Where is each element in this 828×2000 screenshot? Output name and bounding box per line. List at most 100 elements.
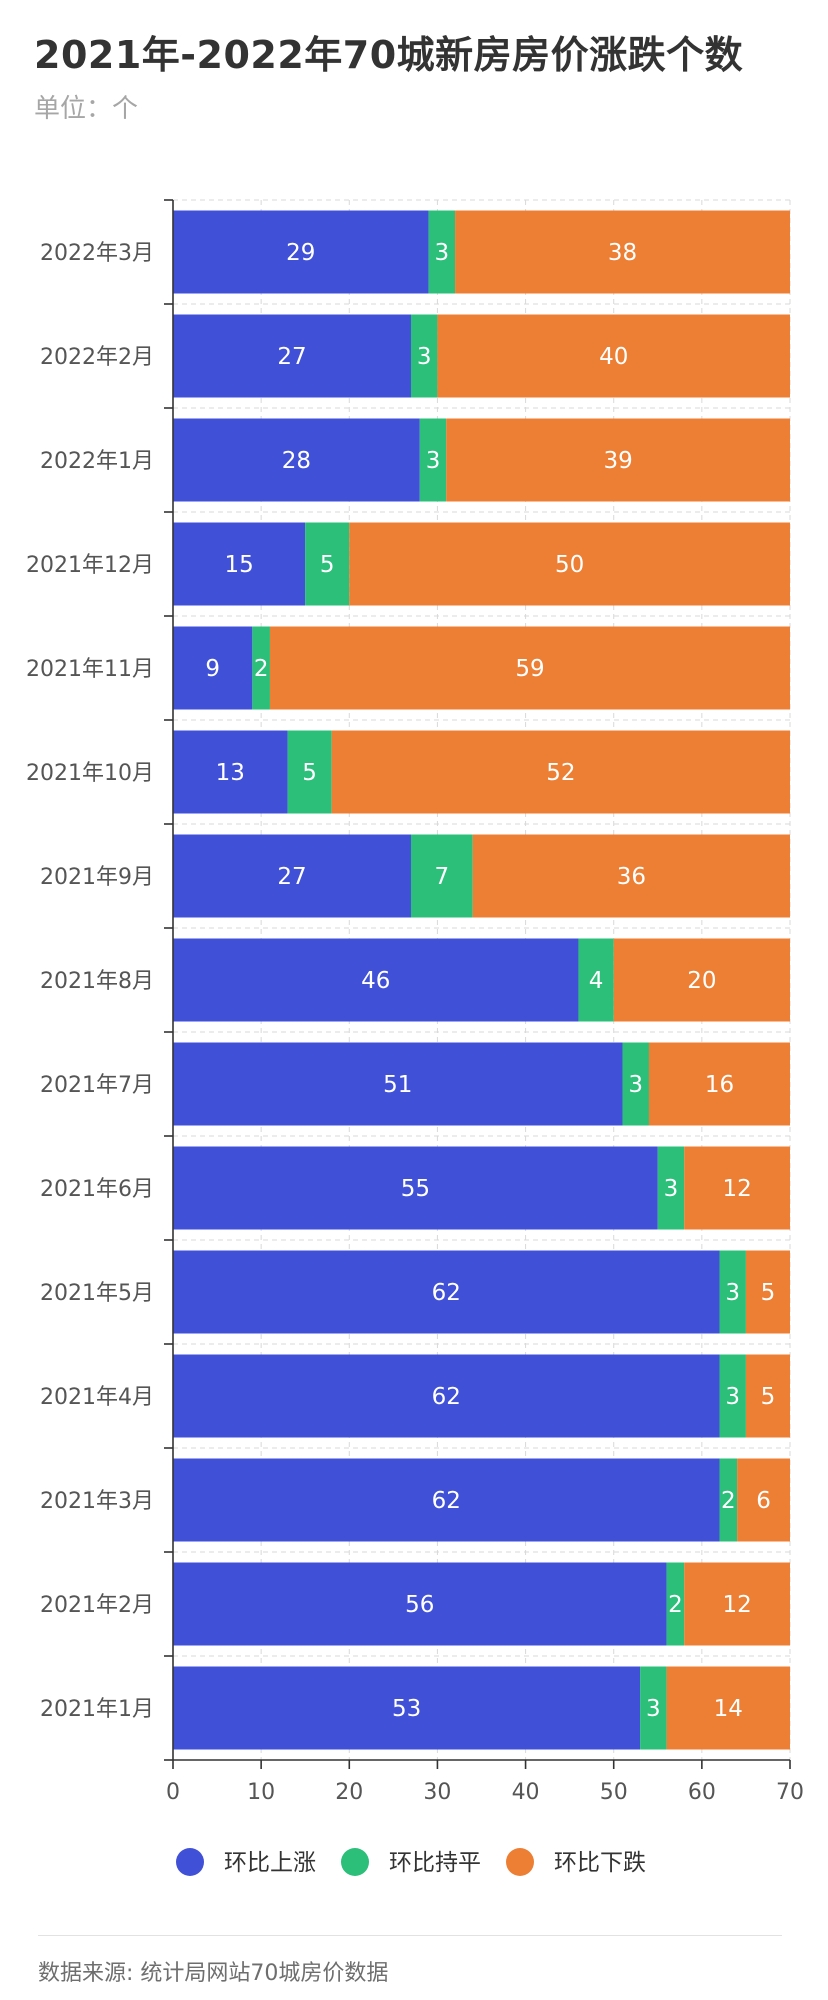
data-label: 15: [224, 552, 253, 578]
bar-rise: [173, 210, 429, 294]
data-label: 3: [646, 1696, 661, 1722]
bar-fall: [745, 1354, 790, 1438]
bar-flat: [578, 938, 614, 1022]
data-label: 50: [555, 552, 584, 578]
x-tick-label: 10: [247, 1780, 275, 1805]
bar-flat: [428, 210, 456, 294]
bar-rise: [173, 938, 579, 1022]
bar-flat: [640, 1666, 667, 1750]
bar-flat: [305, 522, 350, 606]
legend-marker: [341, 1848, 369, 1876]
data-label: 2: [254, 656, 269, 682]
data-label: 5: [761, 1280, 776, 1306]
y-tick-label: 2022年2月: [40, 345, 154, 370]
y-tick-label: 2021年12月: [26, 553, 154, 578]
y-tick-label: 2022年1月: [40, 449, 154, 474]
data-label: 12: [722, 1176, 751, 1202]
data-label: 20: [687, 968, 716, 994]
bar-flat: [719, 1250, 746, 1334]
bar-flat: [252, 626, 270, 710]
x-tick-label: 50: [600, 1780, 628, 1805]
bar-fall: [648, 1042, 790, 1126]
bar-flat: [622, 1042, 649, 1126]
x-tick-label: 30: [423, 1780, 451, 1805]
legend-label: 环比上涨: [224, 1850, 316, 1876]
data-label: 2: [668, 1592, 683, 1618]
x-tick-label: 70: [776, 1780, 804, 1805]
bar-flat: [287, 730, 332, 814]
data-label: 3: [426, 448, 441, 474]
bar-fall: [684, 1562, 790, 1646]
y-tick-label: 2022年3月: [40, 241, 154, 266]
data-label: 46: [361, 968, 390, 994]
legend-label: 环比下跌: [554, 1850, 646, 1876]
bar-fall: [684, 1146, 790, 1230]
bar-rise: [173, 1458, 720, 1542]
bar-fall: [472, 834, 790, 918]
data-label: 28: [282, 448, 311, 474]
data-label: 51: [383, 1072, 412, 1098]
bar-flat: [666, 1562, 685, 1646]
data-label: 3: [435, 240, 450, 266]
bar-rise: [173, 1666, 641, 1750]
data-label: 27: [277, 864, 306, 890]
data-label: 14: [714, 1696, 743, 1722]
y-tick-label: 2021年9月: [40, 865, 154, 890]
data-label: 59: [515, 656, 544, 682]
data-label: 16: [705, 1072, 734, 1098]
legend-marker: [506, 1848, 534, 1876]
bar-rise: [173, 1146, 658, 1230]
y-tick-label: 2021年6月: [40, 1177, 154, 1202]
bar-flat: [719, 1354, 746, 1438]
bar-fall: [331, 730, 790, 814]
bar-fall: [455, 210, 790, 294]
bar-rise: [173, 1250, 720, 1334]
bar-flat: [719, 1458, 738, 1542]
data-label: 40: [599, 344, 628, 370]
bar-fall: [349, 522, 790, 606]
data-label: 7: [435, 864, 450, 890]
data-label: 3: [725, 1280, 740, 1306]
bar-rise: [173, 314, 411, 398]
data-label: 13: [216, 760, 245, 786]
bar-flat: [410, 834, 473, 918]
legend-marker: [176, 1848, 204, 1876]
bar-flat: [657, 1146, 685, 1230]
y-tick-label: 2021年10月: [26, 761, 154, 786]
bar-rise: [173, 418, 420, 502]
data-label: 2: [721, 1488, 736, 1514]
bar-fall: [666, 1666, 790, 1750]
bar-rise: [173, 1354, 720, 1438]
bar-fall: [437, 314, 790, 398]
y-tick-label: 2021年11月: [26, 657, 154, 682]
data-label: 36: [617, 864, 646, 890]
bar-rise: [173, 626, 253, 710]
data-label: 3: [628, 1072, 643, 1098]
bar-flat: [419, 418, 447, 502]
chart-title: 2021年-2022年70城新房房价涨跌个数: [34, 33, 744, 77]
bar-rise: [173, 1042, 623, 1126]
bar-rise: [173, 730, 288, 814]
footer-divider: [38, 1935, 782, 1936]
unit-label: 单位：个: [34, 94, 139, 124]
y-tick-label: 2021年3月: [40, 1489, 154, 1514]
data-label: 52: [546, 760, 575, 786]
data-label: 3: [417, 344, 432, 370]
data-label: 5: [302, 760, 317, 786]
data-label: 3: [664, 1176, 679, 1202]
data-label: 3: [725, 1384, 740, 1410]
data-label: 5: [761, 1384, 776, 1410]
data-label: 62: [432, 1384, 461, 1410]
data-label: 4: [589, 968, 604, 994]
data-label: 27: [277, 344, 306, 370]
y-tick-label: 2021年8月: [40, 969, 154, 994]
data-label: 53: [392, 1696, 421, 1722]
data-label: 9: [205, 656, 220, 682]
bar-fall: [446, 418, 790, 502]
y-tick-label: 2021年4月: [40, 1385, 154, 1410]
legend-label: 环比持平: [389, 1850, 481, 1876]
data-label: 56: [405, 1592, 434, 1618]
x-tick-label: 0: [166, 1780, 180, 1805]
data-label: 62: [432, 1280, 461, 1306]
